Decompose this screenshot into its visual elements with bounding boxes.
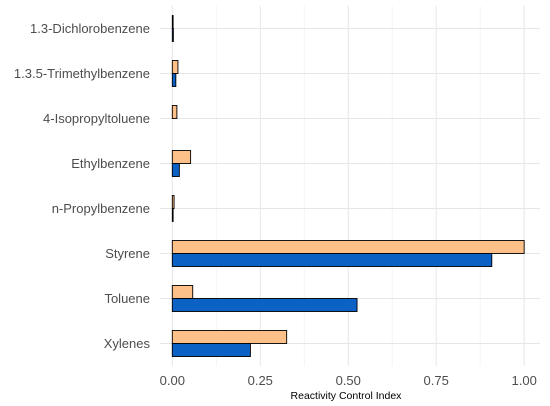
bar-series-2 <box>171 298 358 312</box>
bar-series-1 <box>171 285 194 299</box>
category-label: n-Propylbenzene <box>52 201 150 216</box>
x-tick-label: 0.25 <box>248 373 273 388</box>
bars <box>171 15 525 357</box>
bar-series-2 <box>171 253 493 267</box>
bar-series-1 <box>171 330 288 344</box>
category-label: 1.3.5-Trimethylbenzene <box>14 66 150 81</box>
bar-series-2 <box>171 208 174 222</box>
x-tick-label: 1.00 <box>512 373 537 388</box>
bar-series-1 <box>171 150 192 164</box>
bar-series-1 <box>171 105 178 119</box>
x-tick-labels: 0.00 0.25 0.50 0.75 1.00 <box>160 373 537 388</box>
bar-series-2 <box>171 73 177 87</box>
category-label: 4-Isopropyltoluene <box>43 111 150 126</box>
bar-series-1 <box>171 15 174 29</box>
category-label: Xylenes <box>104 336 151 351</box>
bar-series-2 <box>171 28 174 42</box>
category-label: 1.3-Dichlorobenzene <box>30 21 150 36</box>
x-tick-label: 0.50 <box>336 373 361 388</box>
bar-series-1 <box>171 60 179 74</box>
bar-series-1 <box>171 240 525 254</box>
bar-series-2 <box>171 163 180 177</box>
bar-series-1 <box>171 195 175 209</box>
x-tick-label: 0.75 <box>424 373 449 388</box>
category-labels: 1.3-Dichlorobenzene 1.3.5-Trimethylbenzen… <box>14 21 151 351</box>
bar-series-2 <box>171 343 251 357</box>
grid <box>160 6 540 366</box>
category-label: Ethylbenzene <box>71 156 150 171</box>
category-label: Styrene <box>105 246 150 261</box>
category-label: Toluene <box>104 291 150 306</box>
x-tick-label: 0.00 <box>160 373 185 388</box>
x-axis-title: Reactivity Control Index <box>291 390 403 402</box>
